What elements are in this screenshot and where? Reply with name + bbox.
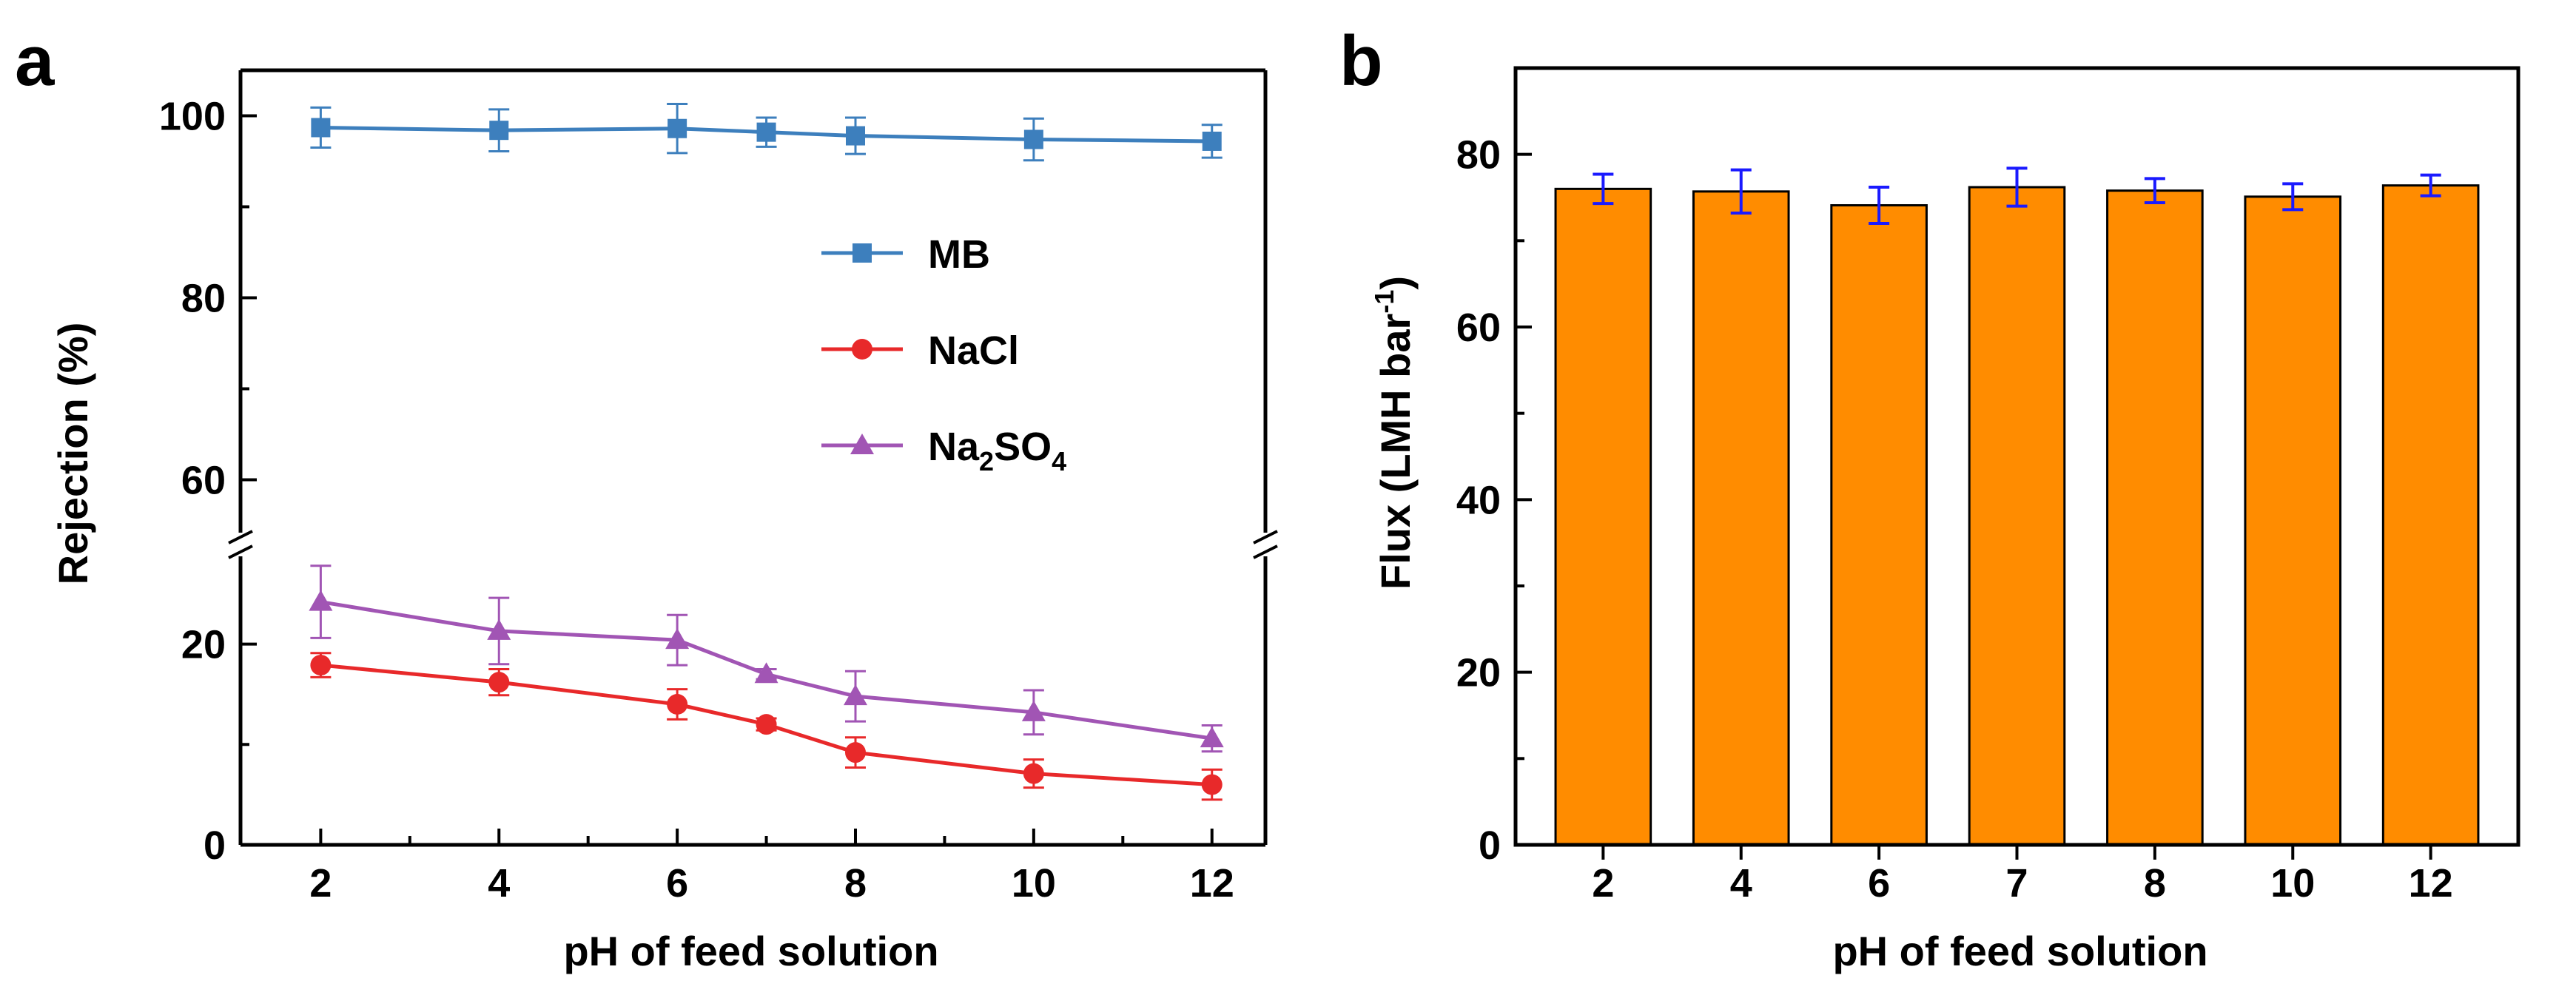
data-point-mb	[667, 118, 687, 138]
legend-label-na2so4: Na2SO4	[928, 425, 1066, 476]
bar-ph-7	[1968, 186, 2066, 846]
legend-label-nacl: NaCl	[928, 328, 1019, 373]
panel-a-right-axis-break	[1253, 544, 1278, 559]
data-point-mb	[489, 121, 509, 141]
panel-a-y-tick-label: 60	[181, 459, 226, 503]
panel-a-x-axis-title: pH of feed solution	[563, 928, 938, 974]
data-point-mb	[846, 126, 865, 146]
legend-marker-nacl	[852, 339, 872, 360]
panel-b-y-tick-label: 80	[1456, 133, 1501, 178]
legend-item-nacl: NaCl	[821, 328, 1019, 373]
panel-b-y-tick-label: 60	[1456, 306, 1501, 350]
panel-a-left-axis-break	[228, 530, 253, 544]
data-point-na2so4	[844, 684, 867, 706]
panel-b-y-tick-label: 40	[1456, 478, 1501, 522]
bar-ph-10	[2244, 195, 2342, 846]
panel-a-y-tick-label: 20	[181, 623, 226, 667]
panel-a-x-tick-label: 2	[309, 861, 332, 906]
panel-b-y-tick-label: 20	[1456, 651, 1501, 695]
panel-b-plot-area	[1554, 166, 2480, 846]
data-point-nacl	[488, 672, 510, 693]
data-point-nacl	[845, 742, 866, 763]
panel-a-left-axis-break	[228, 544, 253, 559]
panel-a-ticks: 2 4 6 8 10 12 60 80 100 0 20	[159, 95, 1234, 906]
legend-item-mb: MB	[821, 232, 990, 277]
bar-ph-8	[2106, 189, 2204, 846]
bar-ph-4	[1692, 190, 1790, 846]
data-point-mb	[1023, 129, 1043, 149]
data-point-na2so4	[1200, 726, 1224, 748]
panel-a-axes	[228, 68, 1278, 847]
panel-b-x-tick-label: 2	[1592, 861, 1614, 906]
data-point-na2so4	[487, 618, 511, 640]
panel-a-y-tick-label: 100	[159, 95, 226, 139]
panel-b-x-tick-label: 4	[1730, 861, 1752, 906]
data-point-nacl	[667, 694, 688, 715]
panel-b-ticks: 2 4 6 7 8 10 12 0 20 40 60 80	[1456, 133, 2453, 906]
panel-a-letter: a	[15, 21, 55, 101]
panel-b-x-tick-label: 12	[2409, 861, 2453, 906]
bar-ph-6	[1830, 204, 1928, 846]
panel-a-x-tick-label: 4	[488, 861, 510, 906]
bar-ph-2	[1554, 187, 1652, 846]
panel-b-x-tick-label: 8	[2144, 861, 2166, 906]
panel-a-legend: MB NaCl Na2SO4	[821, 232, 1066, 476]
panel-a-x-tick-label: 8	[844, 861, 867, 906]
legend-marker-na2so4	[850, 434, 874, 454]
data-point-na2so4	[1021, 700, 1046, 721]
data-point-nacl	[1023, 763, 1044, 784]
panel-a-y-tick-label: 80	[181, 277, 226, 321]
data-point-mb	[756, 122, 776, 142]
panel-a-x-tick-label: 6	[666, 861, 688, 906]
data-point-nacl	[756, 714, 777, 735]
panel-b-x-tick-label: 7	[2005, 861, 2028, 906]
panel-a-y-tick-label: 0	[204, 823, 226, 868]
panel-a-right-axis-break	[1253, 530, 1278, 544]
legend-label-mb: MB	[928, 232, 990, 277]
panel-b-x-tick-label: 6	[1868, 861, 1890, 906]
data-point-na2so4	[754, 662, 778, 684]
panel-b-chart: 2 4 6 7 8 10 12 0 20 40 60 80 pH of feed solution F…	[1369, 66, 2520, 974]
panel-a-chart: 2 4 6 8 10 12 60 80 100 0 20 pH of feed solution R…	[50, 68, 1278, 974]
data-point-na2so4	[665, 628, 690, 650]
panel-a-plot-area	[309, 103, 1224, 801]
legend-marker-mb	[852, 243, 872, 263]
data-point-mb	[1202, 131, 1222, 151]
panel-a-y-axis-title: Rejection (%)	[50, 323, 96, 585]
bar-ph-12	[2381, 184, 2480, 846]
panel-b-y-tick-label: 0	[1479, 823, 1501, 868]
data-point-na2so4	[309, 590, 333, 611]
data-point-mb	[311, 118, 331, 138]
panel-a-x-tick-label: 12	[1190, 861, 1234, 906]
panel-b-x-axis-title: pH of feed solution	[1832, 928, 2207, 974]
legend-item-na2so4: Na2SO4	[821, 425, 1066, 476]
data-point-nacl	[1201, 774, 1223, 795]
data-point-nacl	[310, 655, 332, 676]
panel-a-x-tick-label: 10	[1012, 861, 1056, 906]
panel-b-y-axis-title: Flux (LMH bar-1)	[1369, 276, 1419, 590]
panel-b-x-tick-label: 10	[2270, 861, 2315, 906]
panel-b-letter: b	[1339, 21, 1383, 101]
